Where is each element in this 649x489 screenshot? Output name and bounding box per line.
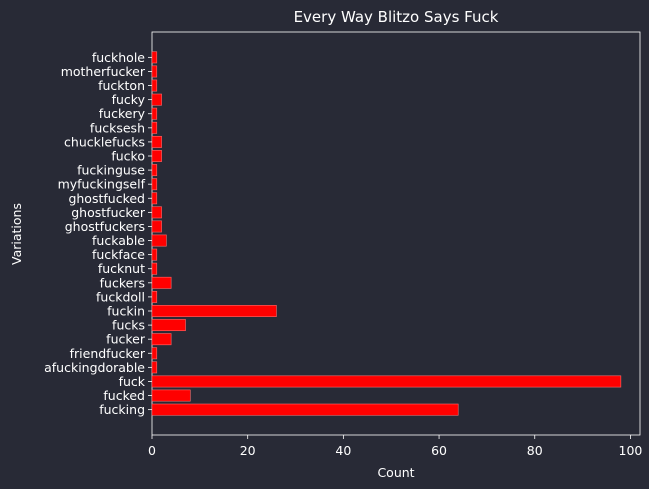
bar-fuckable (151, 234, 167, 247)
bar-friendfucker (151, 347, 158, 360)
bar-fuck (151, 375, 622, 388)
y-tick-label: fucksesh (90, 120, 145, 135)
bar-fuckin (151, 305, 277, 317)
bar-myfuckingself (151, 178, 158, 191)
x-tick-label: 40 (335, 443, 351, 458)
bar-fucknut (151, 262, 158, 275)
y-tick-label: fucker (106, 332, 146, 347)
bar-chucklefucks (151, 135, 162, 148)
bar-fuckhole (151, 51, 158, 64)
bar-ghostfuckers (151, 220, 162, 233)
y-tick-label: fucked (103, 388, 145, 403)
y-tick-label: ghostfucker (71, 205, 146, 220)
y-tick-label: fuckface (92, 247, 145, 262)
y-tick-label: myfuckingself (58, 177, 146, 192)
x-tick-label: 20 (240, 443, 256, 458)
y-tick-label: fucko (111, 149, 145, 164)
y-tick-label: fuckdoll (96, 289, 145, 304)
bar-fucko (151, 150, 162, 162)
bars-layer (151, 51, 622, 416)
bar-fuckery (151, 107, 158, 120)
y-tick-label: fuckton (98, 78, 145, 93)
y-tick-label: motherfucker (61, 64, 146, 79)
bar-fuckinguse (151, 164, 158, 177)
bar-fucksesh (151, 121, 158, 134)
bar-fucks (151, 319, 186, 332)
x-tick-label: 80 (527, 443, 543, 458)
bar-fucked (151, 389, 191, 402)
x-tick-label: 60 (431, 443, 447, 458)
y-tick-label: fuckable (92, 233, 145, 248)
y-tick-label: fuckers (100, 275, 145, 290)
chart-title: Every Way Blitzo Says Fuck (294, 8, 499, 26)
y-tick-label: fucknut (98, 261, 145, 276)
y-tick-label: fuck (119, 374, 146, 389)
y-axis-label: Variations (9, 203, 24, 265)
y-tick-label: ghostfucked (68, 191, 145, 206)
bar-fuckdoll (151, 290, 158, 303)
x-tick-label: 0 (148, 443, 156, 458)
bar-motherfucker (151, 65, 158, 78)
x-axis-label: Count (377, 465, 414, 480)
y-tick-label: chucklefucks (64, 134, 145, 149)
y-tick-label: afuckingdorable (44, 360, 145, 375)
y-tick-label: fuckinguse (77, 163, 145, 178)
y-tick-label: friendfucker (70, 346, 146, 361)
y-tick-label: fucks (112, 318, 145, 333)
bar-ghostfucked (151, 192, 158, 205)
y-tick-label: fucking (99, 402, 145, 417)
bar-ghostfucker (151, 206, 162, 219)
x-axis-ticks: 0 20 40 60 80 100 (148, 435, 642, 458)
bar-fuckton (151, 79, 158, 92)
bar-fucky (151, 93, 162, 106)
x-tick-label: 100 (619, 443, 643, 458)
y-tick-label: fucky (112, 92, 146, 107)
y-tick-label: fuckery (99, 106, 146, 121)
y-tick-label: fuckin (107, 304, 145, 319)
bar-fucker (151, 333, 172, 346)
y-tick-label: ghostfuckers (65, 219, 145, 234)
y-axis-ticks: fuckingfuckedfuckafuckingdorablefriendfu… (44, 50, 152, 417)
bar-fuckface (151, 248, 158, 261)
plot-area-frame (151, 31, 641, 436)
y-tick-label: fuckhole (92, 50, 145, 65)
bar-afuckingdorable (151, 361, 158, 374)
bar-fucking (151, 403, 459, 416)
bar-fuckers (151, 276, 172, 289)
